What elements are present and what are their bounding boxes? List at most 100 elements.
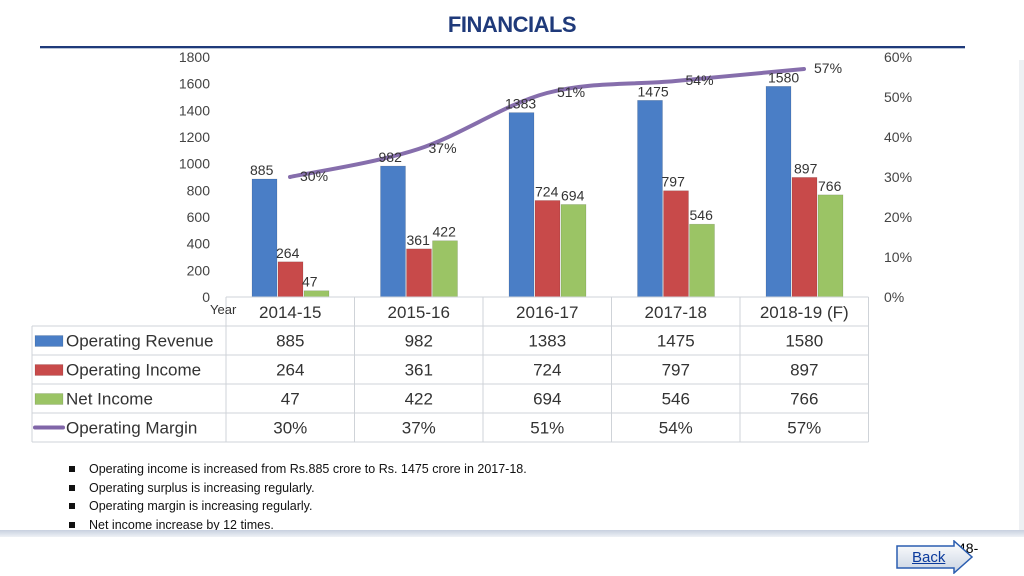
bullet-item: Net income increase by 12 times. — [66, 516, 527, 535]
table-corner-label: Year — [210, 302, 237, 317]
x-axis-category-label: 2014-15 — [259, 303, 321, 322]
data-label-operating-margin: 54% — [686, 72, 714, 88]
bar-operating-revenue — [765, 86, 792, 298]
table-cell: 422 — [405, 390, 433, 409]
data-label-operating-income: 264 — [276, 245, 300, 261]
bar-operating-revenue — [251, 178, 278, 298]
table-cell: 885 — [276, 332, 304, 351]
table-cell: 797 — [662, 361, 690, 380]
x-axis-category-label: 2018-19 (F) — [760, 303, 849, 322]
x-axis-category-label: 2016-17 — [516, 303, 578, 322]
table-row-label: Operating Income — [66, 361, 201, 380]
table-cell: 897 — [790, 361, 818, 380]
title-divider — [40, 46, 965, 48]
bar-operating-revenue — [380, 165, 406, 298]
bar-net-income — [303, 290, 330, 298]
table-cell: 982 — [405, 332, 433, 351]
margin-line-group — [288, 67, 806, 179]
bar-operating-income — [791, 177, 818, 298]
y-axis-tick-label: 1600 — [179, 76, 210, 92]
y2-axis-tick-label: 50% — [884, 89, 912, 105]
table-cell: 51% — [530, 419, 564, 438]
slide-edge-strip — [1019, 60, 1024, 530]
table-cell: 546 — [662, 390, 690, 409]
bar-operating-income — [534, 200, 561, 298]
y2-axis-tick-label: 10% — [884, 249, 912, 265]
table-cell: 264 — [276, 361, 304, 380]
table-cell: 724 — [533, 361, 561, 380]
table-cell: 30% — [273, 419, 307, 438]
legend-key-net-income — [34, 393, 64, 405]
data-label-operating-income: 797 — [662, 174, 686, 190]
y-axis-tick-label: 800 — [187, 182, 211, 198]
y-axis-tick-label: 400 — [187, 236, 211, 252]
chart-data-table: Year 2014-15 2015-16 2016-17 2017-18 2018-19 … — [31, 296, 869, 443]
table-cell: 1475 — [657, 332, 695, 351]
chart-axes: 0 200 400 600 800 1000 1200 1400 1600 1800 0% 10% 20… — [179, 49, 912, 305]
data-label-operating-income: 897 — [794, 160, 818, 176]
back-arrow-icon — [896, 540, 974, 574]
bar-net-income — [689, 223, 715, 298]
table-cell: 57% — [787, 419, 821, 438]
table-cell: 54% — [659, 419, 693, 438]
title-divider-shadow — [40, 48, 965, 49]
y-axis-tick-label: 1200 — [179, 129, 210, 145]
table-cell: 37% — [402, 419, 436, 438]
legend-key-operating-revenue — [34, 335, 64, 347]
bar-operating-revenue — [508, 112, 535, 298]
bullet-item: Operating surplus is increasing regularl… — [66, 479, 527, 498]
data-label-net-income: 694 — [561, 187, 585, 203]
table-row-label: Operating Revenue — [66, 332, 213, 351]
data-label-revenue: 885 — [250, 162, 274, 178]
data-label-operating-income: 724 — [535, 183, 559, 199]
data-label-net-income: 546 — [690, 207, 714, 223]
y2-axis-tick-label: 40% — [884, 129, 912, 145]
data-label-revenue: 1580 — [768, 69, 799, 85]
x-axis-category-label: 2015-16 — [388, 303, 450, 322]
bar-operating-revenue — [637, 100, 663, 298]
table-cell: 361 — [405, 361, 433, 380]
page-title: FINANCIALS — [447, 12, 577, 37]
bar-net-income — [560, 204, 587, 298]
y2-axis-tick-label: 30% — [884, 169, 912, 185]
data-label-operating-margin: 30% — [300, 168, 328, 184]
chart-data-labels: 885 982 1383 1475 1580 264 361 724 797 897 47 422 69… — [250, 60, 842, 290]
chart-bars — [251, 86, 844, 298]
y-axis-tick-label: 1800 — [179, 49, 210, 65]
y2-axis-tick-label: 0% — [884, 289, 904, 305]
bar-net-income — [432, 240, 458, 298]
data-label-net-income: 766 — [818, 178, 842, 194]
data-label-net-income: 47 — [302, 274, 318, 290]
summary-bullets: Operating income is increased from Rs.88… — [66, 460, 527, 534]
y-axis-tick-label: 600 — [187, 209, 211, 225]
x-axis-category-label: 2017-18 — [645, 303, 707, 322]
table-cell: 1383 — [528, 332, 566, 351]
table-cell: 1580 — [785, 332, 823, 351]
bar-operating-income — [663, 190, 689, 298]
data-label-operating-margin: 51% — [557, 84, 585, 100]
y2-axis-tick-label: 60% — [884, 49, 912, 65]
table-cell: 694 — [533, 390, 561, 409]
table-cell: 766 — [790, 390, 818, 409]
data-label-net-income: 422 — [433, 224, 457, 240]
data-label-revenue: 1383 — [505, 96, 536, 112]
legend-key-operating-income — [34, 364, 64, 376]
table-row-label: Operating Margin — [66, 419, 197, 438]
bar-operating-income — [406, 248, 432, 298]
y2-axis-tick-label: 20% — [884, 209, 912, 225]
data-label-operating-income: 361 — [407, 232, 431, 248]
bar-operating-income — [277, 261, 304, 298]
data-label-revenue: 982 — [379, 149, 403, 165]
financials-chart: 885 982 1383 1475 1580 264 361 724 797 897 47 422 69… — [31, 49, 912, 443]
back-button[interactable] — [896, 540, 974, 574]
y-axis-tick-label: 1400 — [179, 102, 210, 118]
bar-net-income — [817, 194, 844, 298]
y-axis-tick-label: 200 — [187, 262, 211, 278]
data-label-operating-margin: 37% — [429, 140, 457, 156]
data-label-revenue: 1475 — [638, 83, 669, 99]
y-axis-tick-label: 0 — [202, 289, 210, 305]
back-button-label[interactable]: Back — [912, 549, 946, 566]
y-axis-tick-label: 1000 — [179, 156, 210, 172]
footer-band — [0, 530, 1024, 537]
operating-margin-line — [288, 67, 806, 179]
